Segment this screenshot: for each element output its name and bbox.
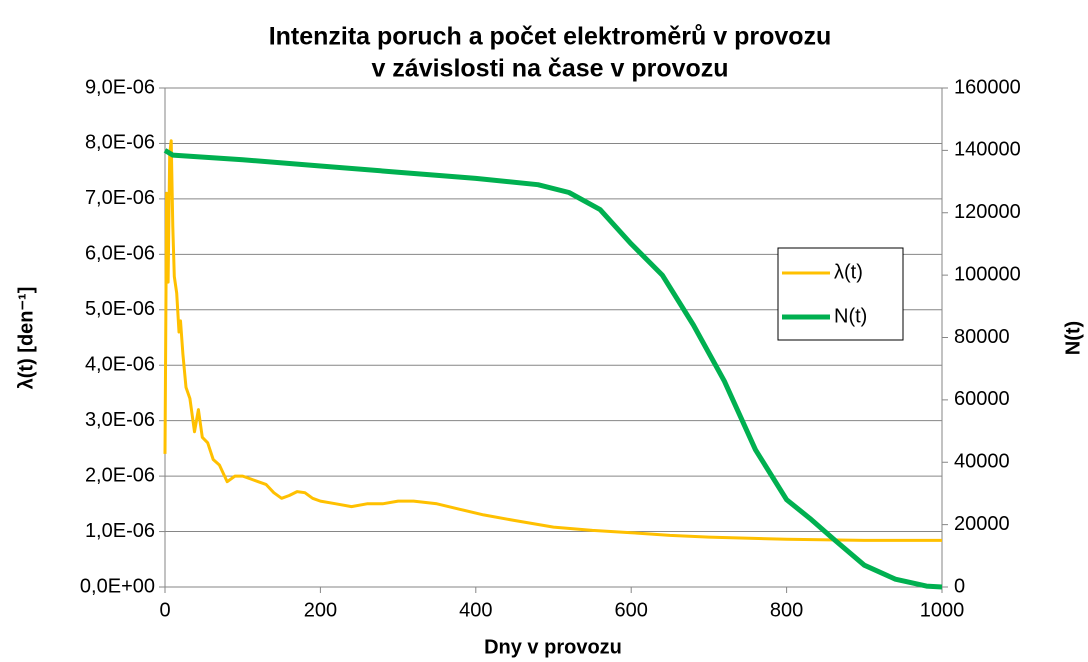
legend-label: N(t) [834,305,867,327]
chart-title: Intenzita poruch a počet elektroměrů v p… [269,23,832,51]
y-tick-label: 9,0E-06 [85,76,155,98]
legend-label: λ(t) [834,261,863,283]
y2-tick-label: 20000 [954,513,1010,535]
y2-tick-label: 120000 [954,201,1021,223]
y-tick-label: 4,0E-06 [85,354,155,376]
y-tick-label: 7,0E-06 [85,187,155,209]
x-tick-label: 0 [159,599,170,621]
x-tick-label: 600 [615,599,648,621]
y-tick-label: 5,0E-06 [85,298,155,320]
y-tick-label: 8,0E-06 [85,132,155,154]
x-tick-label: 400 [459,599,492,621]
y2-tick-label: 140000 [954,139,1021,161]
y2-tick-label: 80000 [954,326,1010,348]
y2-tick-label: 160000 [954,76,1021,98]
y2-tick-label: 100000 [954,263,1021,285]
y-axis-label: λ(t) [den⁻¹] [15,287,37,390]
y-tick-label: 2,0E-06 [85,464,155,486]
x-tick-label: 1000 [920,599,965,621]
legend-box [777,247,904,341]
series-line [163,139,942,542]
chart-title: v závislosti na čase v provozu [371,55,728,83]
y-tick-label: 6,0E-06 [85,243,155,265]
x-axis-label: Dny v provozu [484,636,622,658]
y2-tick-label: 60000 [954,388,1010,410]
y-tick-label: 3,0E-06 [85,409,155,431]
y2-axis-label: N(t) [1062,321,1084,355]
y2-tick-label: 40000 [954,451,1010,473]
y2-tick-label: 0 [954,575,965,597]
y-tick-label: 1,0E-06 [85,520,155,542]
x-tick-label: 200 [304,599,337,621]
series-line [163,148,943,590]
x-tick-label: 800 [770,599,803,621]
y-tick-label: 0,0E+00 [80,575,155,597]
